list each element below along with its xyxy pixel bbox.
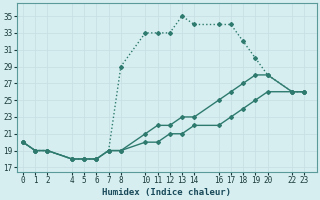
X-axis label: Humidex (Indice chaleur): Humidex (Indice chaleur) (102, 188, 231, 197)
